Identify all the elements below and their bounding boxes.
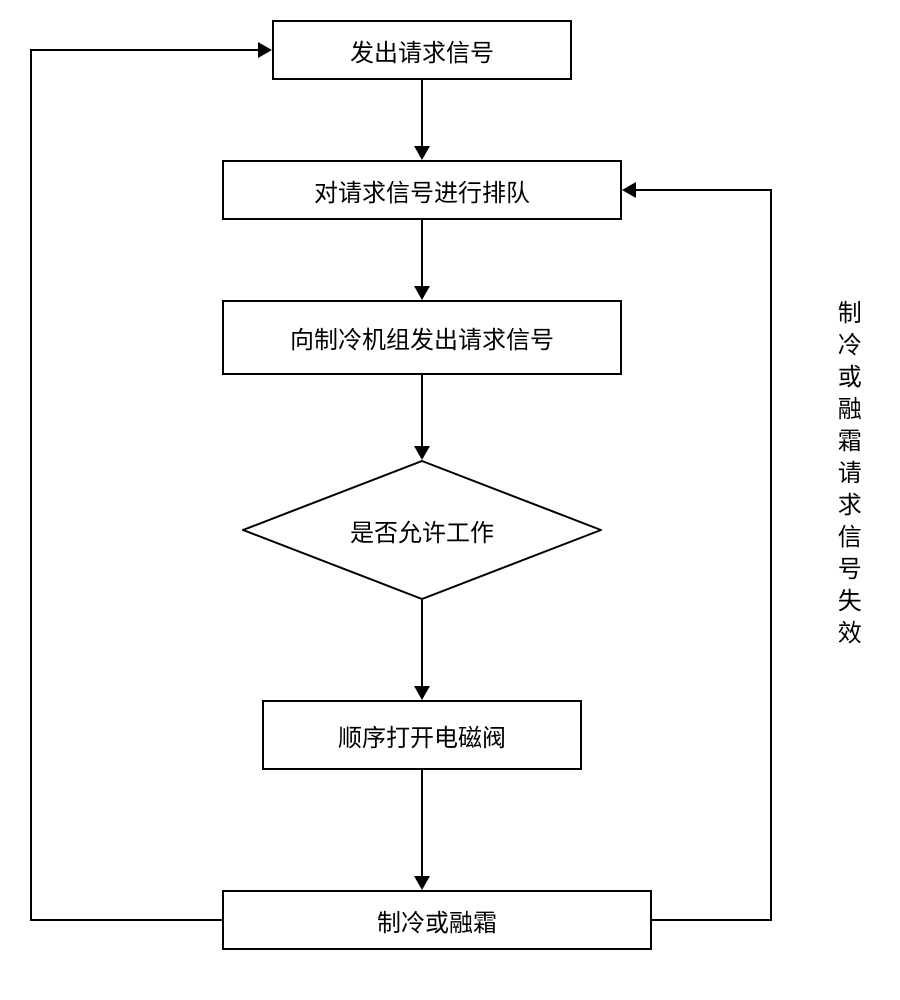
arrowhead <box>414 446 430 460</box>
node-decision: 是否允许工作 <box>242 460 602 600</box>
edge-n5-n6 <box>421 770 423 876</box>
edge-n2-n3 <box>421 220 423 286</box>
edge-feedback-right-h1 <box>652 919 772 921</box>
node-label: 制冷或融霜 <box>377 903 497 938</box>
flowchart: 发出请求信号 对请求信号进行排队 向制冷机组发出请求信号 是否允许工作 顺序打开… <box>0 0 900 1000</box>
arrowhead <box>414 686 430 700</box>
arrowhead <box>414 146 430 160</box>
edge-feedback-left-v <box>30 50 32 921</box>
node-queue: 对请求信号进行排队 <box>222 160 622 220</box>
node-label: 是否允许工作 <box>242 460 602 600</box>
arrowhead <box>258 42 272 58</box>
edge-feedback-right-h2 <box>636 189 772 191</box>
node-open-valve: 顺序打开电磁阀 <box>262 700 582 770</box>
node-label: 发出请求信号 <box>350 33 494 68</box>
arrowhead <box>622 182 636 198</box>
node-start: 发出请求信号 <box>272 20 572 80</box>
arrowhead <box>414 876 430 890</box>
node-cool-or-defrost: 制冷或融霜 <box>222 890 652 950</box>
edge-n3-n4 <box>421 375 423 446</box>
node-label: 向制冷机组发出请求信号 <box>290 320 554 355</box>
node-send-request: 向制冷机组发出请求信号 <box>222 300 622 375</box>
edge-feedback-right-v <box>770 190 772 921</box>
edge-n4-n5 <box>421 600 423 686</box>
node-label: 顺序打开电磁阀 <box>338 718 506 753</box>
arrowhead <box>414 286 430 300</box>
edge-n1-n2 <box>421 80 423 146</box>
edge-feedback-left-h2 <box>30 49 258 51</box>
node-label: 对请求信号进行排队 <box>314 173 530 208</box>
edge-feedback-left-h1 <box>30 919 222 921</box>
feedback-right-label: 制冷或融霜请求信号失效 <box>830 300 861 652</box>
